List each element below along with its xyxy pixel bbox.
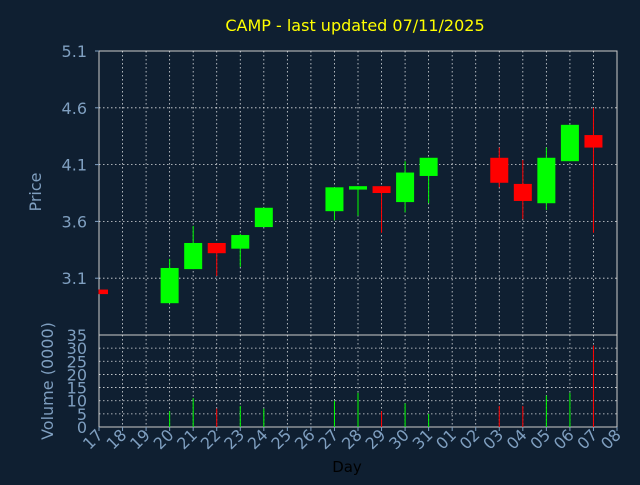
volume-bars [169, 345, 594, 427]
candles [98, 107, 603, 304]
price-tick-label: 5.1 [62, 42, 87, 61]
volume-tick-label: 30 [67, 339, 87, 358]
volume-tick-label: 5 [77, 405, 87, 424]
chart-title: CAMP - last updated 07/11/2025 [225, 16, 484, 35]
candle-body [349, 186, 367, 190]
candle-body [325, 187, 344, 212]
candle-body [396, 172, 415, 203]
price-tick-labels: 3.1 3.6 4.1 4.6 5.1 [62, 42, 99, 288]
volume-tick-label: 20 [67, 365, 87, 384]
candle-body [99, 289, 108, 295]
x-axis-label: Day [332, 458, 362, 476]
candle-body [537, 157, 556, 204]
price-tick-label: 3.6 [62, 212, 87, 231]
candle-body [184, 242, 203, 270]
volume-tick-label: 10 [67, 392, 87, 411]
price-tick-label: 3.1 [62, 269, 87, 288]
grid-lines [99, 51, 617, 427]
candle-body [584, 135, 603, 148]
day-tick-labels: 1718192021222324252627282930310102030405… [79, 425, 625, 453]
candle-body [560, 124, 579, 162]
candle-body [419, 157, 438, 176]
candle-body [160, 267, 179, 304]
price-tick-label: 4.1 [62, 156, 87, 175]
volume-axis-label: Volume (0000) [38, 322, 57, 440]
day-tick-label: 08 [597, 425, 625, 453]
volume-tick-label: 0 [77, 418, 87, 437]
candle-body [207, 242, 226, 254]
price-axis-label: Price [26, 172, 45, 211]
price-tick-label: 4.6 [62, 99, 87, 118]
candle-body [513, 183, 532, 201]
volume-tick-label: 15 [67, 379, 87, 398]
candle-body [490, 157, 509, 183]
volume-tick-label: 35 [67, 326, 87, 345]
candle-body [254, 207, 273, 228]
candle-body [231, 235, 250, 249]
volume-tick-label: 25 [67, 352, 87, 371]
candle-body [372, 186, 391, 193]
